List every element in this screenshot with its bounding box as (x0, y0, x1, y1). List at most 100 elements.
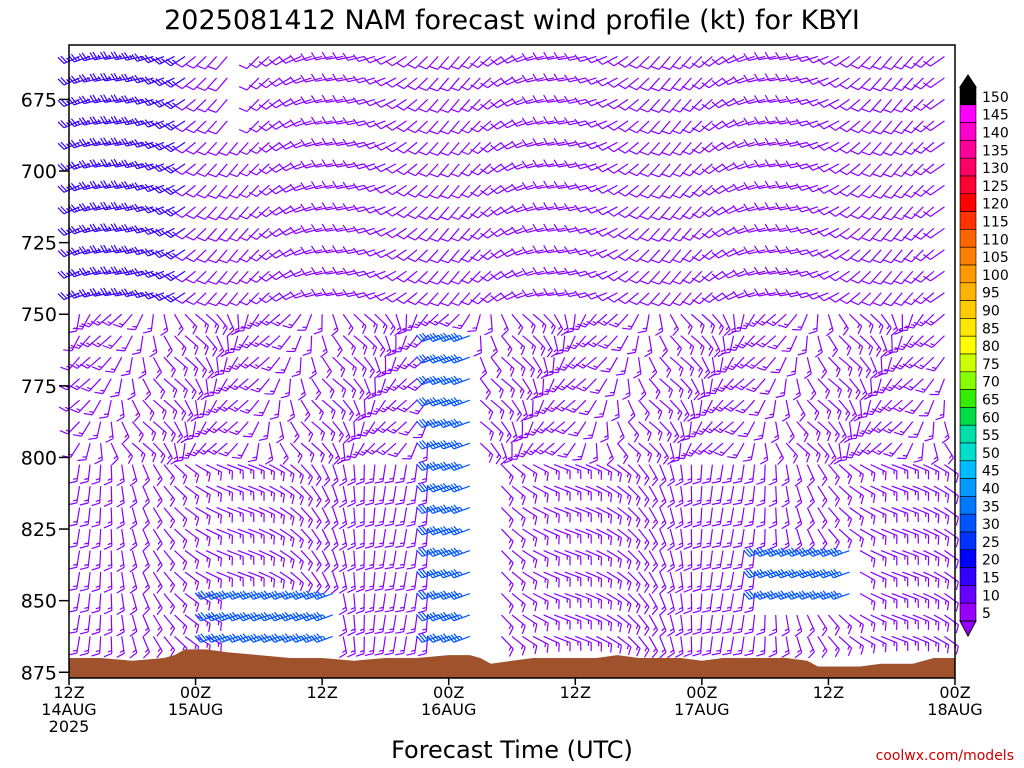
wind-barb-feather (635, 474, 639, 479)
wind-barb-feather (257, 592, 265, 600)
wind-barb-feather (338, 434, 344, 443)
wind-barb-feather (726, 649, 732, 652)
wind-barb-feather (315, 478, 322, 486)
wind-barb-feather (92, 244, 99, 253)
wind-barb-feather (315, 521, 322, 529)
wind-barb (380, 98, 397, 108)
wind-barb (215, 184, 228, 199)
wind-barb-feather (196, 393, 204, 401)
wind-barb-feather (379, 542, 384, 545)
wind-barb-feather (174, 277, 183, 283)
wind-barb-feather (166, 251, 174, 258)
wind-barb-feather (364, 545, 374, 549)
wind-barb-feather (374, 480, 384, 484)
wind-barb-feather (142, 608, 150, 616)
wind-barb (184, 378, 197, 392)
wind-barb (708, 141, 724, 153)
wind-barb-feather (389, 542, 394, 545)
wind-barb (204, 292, 218, 306)
wind-barb (590, 227, 608, 236)
wind-barb-feather (144, 477, 149, 481)
wind-barb-feather (500, 78, 508, 86)
wind-barb-feather (419, 398, 426, 406)
wind-barb-feather (453, 611, 460, 620)
wind-barb-feather (220, 579, 222, 588)
wind-barb-feather (460, 300, 469, 306)
wind-barb-feather (273, 492, 275, 502)
wind-barb-feather (534, 473, 538, 483)
wind-barb-feather (123, 116, 130, 125)
wind-barb (295, 227, 312, 235)
wind-barb-feather (397, 330, 407, 335)
wind-barb-feather (332, 51, 338, 60)
wind-barb (369, 292, 386, 300)
wind-barb-feather (643, 499, 650, 508)
wind-barb-feather (273, 471, 275, 481)
wind-barb-feather (244, 363, 249, 367)
wind-barb-feather (644, 647, 648, 652)
wind-barb-feather (659, 630, 667, 637)
wind-barb-feather (108, 247, 112, 253)
wind-barb (204, 56, 218, 70)
wind-barb-feather (690, 416, 700, 420)
wind-barb (669, 184, 682, 199)
wind-barb-feather (711, 588, 721, 591)
wind-barb-feather (722, 206, 729, 214)
wind-barb-feather (118, 269, 123, 274)
wind-barb-feather (701, 480, 711, 484)
wind-barb-feather (652, 497, 657, 502)
wind-barb-feather (385, 189, 393, 196)
wind-barb-feather (155, 228, 163, 236)
wind-barb-feather (473, 352, 482, 357)
wind-barb-feather (234, 365, 239, 368)
wind-barb-feather (595, 230, 603, 237)
wind-barb-feather (87, 184, 91, 189)
wind-barb-feather (351, 389, 357, 399)
wind-barb-feather (134, 53, 141, 61)
wind-barb-feather (610, 515, 613, 524)
wind-barb-feather (453, 418, 460, 426)
wind-barb-feather (511, 389, 516, 398)
wind-barb-feather (447, 356, 455, 364)
wind-barb-feather (517, 435, 523, 438)
wind-barb-feather (189, 435, 199, 438)
wind-barb-feather (396, 364, 406, 370)
wind-barb-feather (659, 501, 667, 509)
wind-barb-feather (302, 352, 312, 356)
wind-barb-feather (294, 433, 299, 438)
wind-barb-feather (532, 536, 535, 541)
wind-barb-feather (581, 342, 587, 346)
wind-barb-feather (584, 99, 592, 107)
wind-barb-feather (530, 369, 536, 378)
wind-barb (403, 270, 418, 283)
wind-barb (403, 206, 418, 219)
wind-barb-feather (89, 73, 96, 82)
wind-barb-feather (521, 604, 526, 613)
wind-barb-feather (669, 606, 675, 610)
wind-barb-feather (350, 585, 356, 589)
wind-barb (647, 99, 661, 113)
wind-barb (256, 292, 270, 305)
wind-barb-feather (470, 213, 479, 219)
wind-barb-feather (716, 649, 721, 652)
wind-barb-feather (195, 496, 200, 505)
wind-barb (547, 227, 565, 232)
wind-barb-feather (659, 587, 667, 595)
wind-barb-feather (68, 609, 77, 613)
wind-barb-feather (661, 477, 666, 481)
wind-barb (567, 335, 576, 352)
wind-barb-feather (731, 330, 741, 333)
wind-barb-feather (480, 82, 488, 89)
wind-barb-feather (374, 58, 382, 65)
wind-barb-feather (174, 191, 183, 197)
wind-barb-feather (711, 187, 719, 195)
wind-barb-feather (447, 635, 455, 643)
wind-barb (336, 98, 354, 104)
wind-barb-feather (182, 645, 186, 651)
wind-barb-feather (373, 324, 378, 334)
wind-barb-feather (402, 407, 408, 411)
wind-barb-feather (631, 348, 637, 351)
wind-barb-feather (141, 184, 149, 192)
wind-barb-feather (628, 278, 638, 284)
wind-barb-feather (651, 586, 659, 594)
